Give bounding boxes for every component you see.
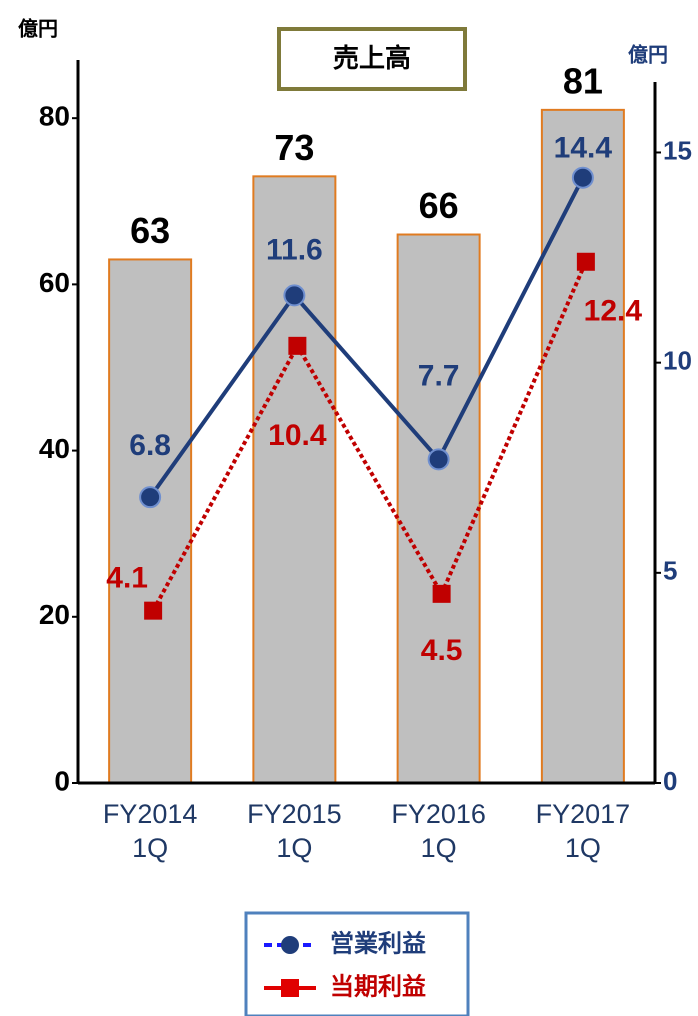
y-tick-label: 60	[39, 267, 70, 298]
x-tick-label: FY2015 1Q	[247, 799, 342, 863]
marker	[283, 284, 306, 307]
x-tick-label: FY2014 1Q	[102, 799, 198, 863]
bar	[108, 258, 193, 784]
bar	[540, 108, 625, 785]
marker	[144, 601, 163, 620]
y2-tick-label: 0	[663, 766, 677, 796]
y2-tick-label: 10	[663, 346, 692, 376]
bar	[396, 233, 481, 785]
bar-value-label: 66	[419, 185, 459, 226]
y-tick-label: 20	[39, 599, 70, 630]
title-box	[277, 27, 467, 91]
y-unit: 億円	[18, 16, 58, 40]
line-value-label: 11.6	[266, 233, 323, 266]
legend-label: 営業利益	[330, 929, 426, 957]
marker	[427, 448, 450, 471]
line-value-label: 6.8	[129, 429, 171, 462]
marker	[571, 166, 594, 189]
y2-tick-label: 15	[663, 135, 692, 165]
y2-unit: 億円	[628, 42, 668, 66]
x-tick-label: FY2016 1Q	[391, 799, 486, 863]
line-value-label: 14.4	[554, 132, 613, 165]
line-value-label: 10.4	[268, 419, 327, 452]
line-value-label: 7.7	[418, 359, 460, 392]
legend-marker	[281, 979, 299, 997]
marker	[576, 252, 595, 271]
bar-value-label: 73	[274, 127, 314, 168]
x-tick-label: FY2017 1Q	[535, 799, 631, 863]
line	[148, 176, 585, 499]
legend-box	[244, 911, 470, 1016]
marker	[139, 486, 162, 509]
bar-value-label: 63	[130, 210, 170, 251]
legend-marker	[281, 936, 299, 954]
chart-title: 売上高	[333, 43, 411, 73]
line-value-label: 4.5	[421, 634, 463, 667]
legend-label: 当期利益	[330, 972, 426, 1000]
marker	[432, 584, 451, 603]
y-tick-label: 40	[39, 433, 70, 464]
line-value-label: 12.4	[584, 295, 643, 328]
line-value-label: 4.1	[106, 562, 148, 595]
bar	[252, 175, 337, 784]
y-tick-label: 0	[54, 765, 70, 796]
y2-tick-label: 5	[663, 556, 677, 586]
marker	[288, 336, 307, 355]
y-tick-label: 80	[39, 101, 70, 132]
bar-value-label: 81	[563, 60, 603, 101]
line	[151, 260, 588, 612]
